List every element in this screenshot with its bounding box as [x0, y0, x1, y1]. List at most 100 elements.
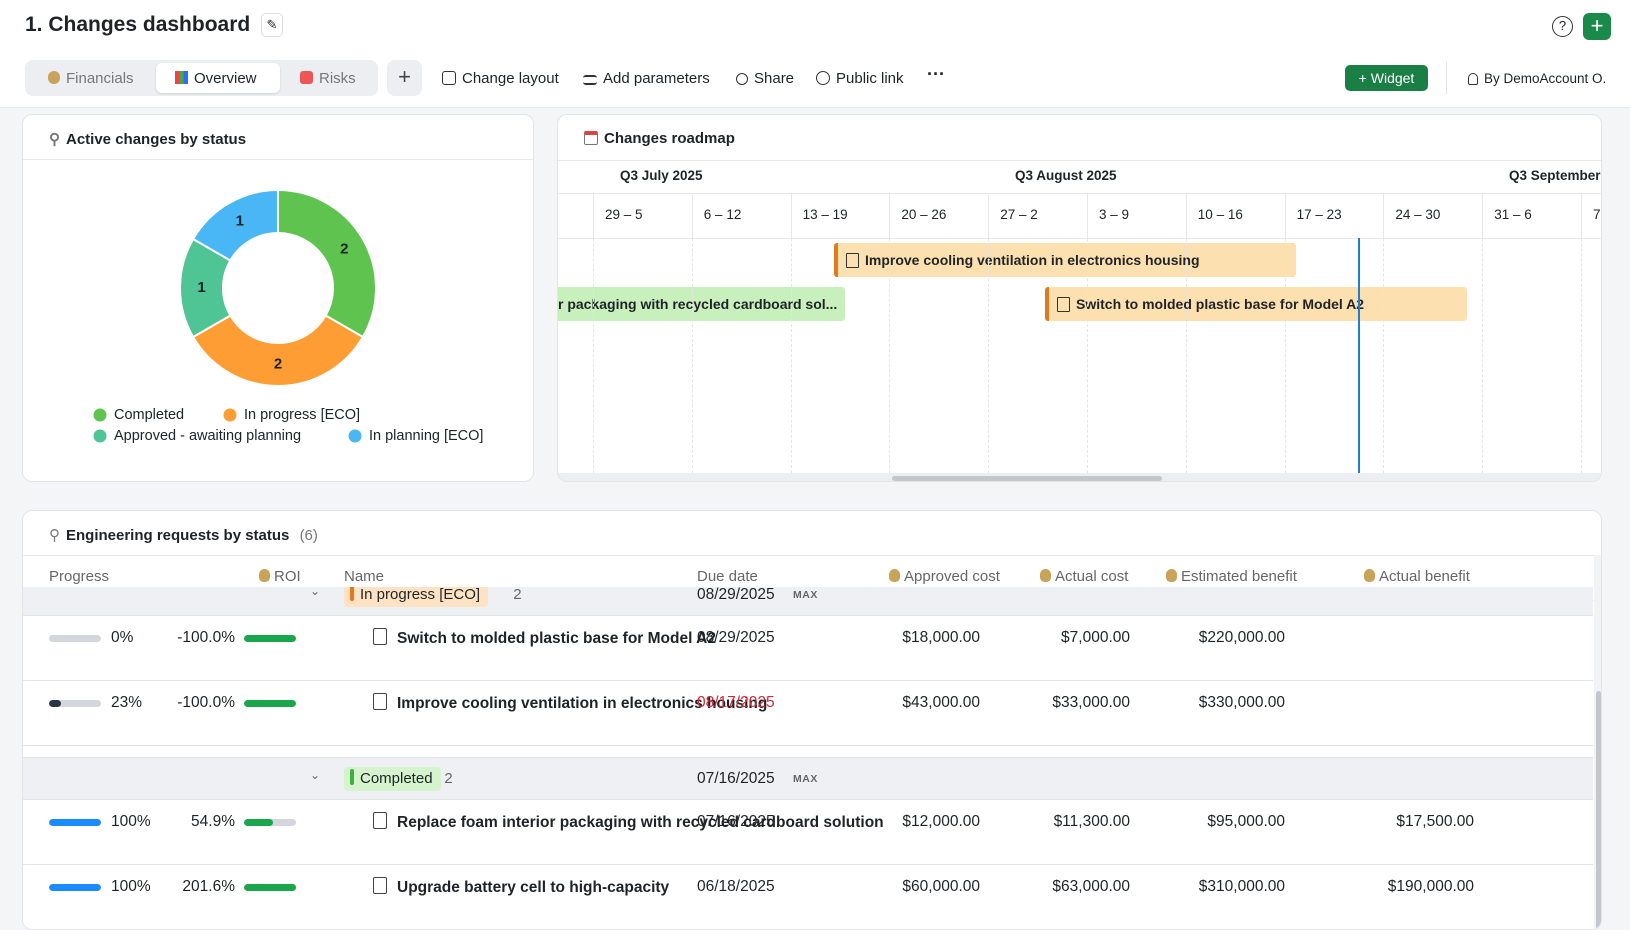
- data-label: 2: [340, 241, 348, 258]
- week-header-line: [889, 193, 890, 238]
- group-count: 2: [513, 587, 521, 603]
- legend-label: Completed: [114, 407, 184, 423]
- item-name[interactable]: Upgrade battery cell to high-capacity: [397, 877, 687, 899]
- column-header: ROI: [259, 568, 301, 585]
- cell-value: -100.0%: [35, 629, 235, 647]
- pin-button[interactable]: ✎: [261, 13, 283, 37]
- icon: [259, 569, 270, 582]
- week-header-line: [1581, 193, 1582, 238]
- bar-label: r packaging with recycled cardboard sol.…: [558, 296, 837, 312]
- cell-value: $330,000.00: [1085, 694, 1285, 712]
- column-label: Name: [344, 568, 384, 585]
- table-row: 0%-100.0%Switch to molded plastic base f…: [23, 616, 1593, 681]
- column-label: Approved cost: [904, 568, 1000, 585]
- roadmap-bar[interactable]: r packaging with recycled cardboard sol.…: [558, 287, 845, 321]
- collapse-toggle[interactable]: ⌄: [310, 768, 320, 782]
- month-label: Q3 July 2025: [620, 168, 703, 183]
- scroll-thumb[interactable]: [892, 476, 1162, 481]
- cell-value: 201.6%: [35, 878, 235, 896]
- account-label: By DemoAccount O.: [1484, 71, 1606, 86]
- toolbar-button[interactable]: Share: [736, 70, 794, 87]
- item-name[interactable]: Switch to molded plastic base for Model …: [397, 628, 687, 650]
- add-tab[interactable]: +: [387, 60, 422, 96]
- doc-icon: [373, 812, 387, 829]
- week-label: 7: [1593, 207, 1601, 222]
- item-name[interactable]: Improve cooling ventilation in electroni…: [397, 693, 687, 715]
- aggregate-label: MAX: [793, 589, 818, 601]
- column-header: Approved cost: [889, 568, 1000, 585]
- due-date: 06/18/2025: [697, 878, 775, 896]
- tab-label: Overview: [194, 70, 257, 87]
- week-header-line: [1383, 193, 1384, 238]
- status-accent: [350, 587, 354, 601]
- page-title: 1. Changes dashboard: [25, 13, 250, 37]
- column-header: Progress: [49, 568, 109, 585]
- week-label: 29 – 5: [605, 207, 643, 222]
- toolbar-button[interactable]: Change layout: [442, 70, 559, 87]
- week-label: 10 – 16: [1198, 207, 1243, 222]
- tab[interactable]: Risks: [300, 70, 356, 87]
- item-name[interactable]: Replace foam interior packaging with rec…: [397, 812, 687, 834]
- roi-bar: [244, 819, 273, 826]
- title-text: Changes roadmap: [604, 130, 735, 147]
- cell-value: -100.0%: [35, 694, 235, 712]
- donut-slice: [278, 190, 376, 337]
- column-header: Actual benefit: [1364, 568, 1470, 585]
- toolbar-label: Add parameters: [603, 70, 710, 87]
- title-text: Engineering requests by status: [66, 527, 289, 544]
- doc-icon: [373, 628, 387, 645]
- week-header-line: [1186, 193, 1187, 238]
- due-date: 08/17/2025: [697, 694, 775, 712]
- data-label: 1: [236, 213, 244, 230]
- toolbar-button[interactable]: Public link: [816, 70, 904, 87]
- week-label: 20 – 26: [901, 207, 946, 222]
- month-label: Q3 September: [1509, 168, 1601, 183]
- column-header: Actual cost: [1040, 568, 1128, 585]
- column-label: Due date: [697, 568, 758, 585]
- group-row: ⌄Completed207/16/2025MAX: [23, 757, 1593, 800]
- group-count: 2: [444, 770, 452, 787]
- bar-label: Improve cooling ventilation in electroni…: [865, 252, 1200, 268]
- more-button[interactable]: ···: [927, 64, 945, 85]
- add-button[interactable]: +: [1583, 13, 1611, 40]
- column-header: Due date: [697, 568, 758, 585]
- roadmap-bar[interactable]: Switch to molded plastic base for Model …: [1045, 287, 1467, 321]
- cell-value: $95,000.00: [1085, 813, 1285, 831]
- week-header-line: [791, 193, 792, 238]
- tab[interactable]: Financials: [48, 70, 134, 87]
- week-header-line: [593, 193, 594, 238]
- group-row: ⌄In progress [ECO]208/29/2025MAX: [23, 587, 1593, 616]
- bar-label: Switch to molded plastic base for Model …: [1076, 296, 1364, 312]
- status-accent: [350, 769, 354, 785]
- icon: [1364, 569, 1375, 582]
- divider: [558, 160, 1602, 161]
- divider: [23, 555, 1602, 556]
- tab[interactable]: Overview: [175, 70, 257, 87]
- week-label: 3 – 9: [1099, 207, 1129, 222]
- scroll-thumb[interactable]: [1596, 691, 1601, 930]
- widget-button[interactable]: + Widget: [1345, 65, 1428, 91]
- icon: [889, 569, 900, 582]
- icon: [442, 71, 456, 85]
- account[interactable]: By DemoAccount O.: [1468, 71, 1606, 86]
- status-badge: Completed: [344, 767, 441, 791]
- collapse-toggle[interactable]: ⌄: [310, 587, 320, 598]
- legend-label: In planning [ECO]: [369, 428, 483, 444]
- week-header-line: [988, 193, 989, 238]
- roadmap-bar[interactable]: Improve cooling ventilation in electroni…: [834, 243, 1296, 277]
- doc-icon: [373, 693, 387, 710]
- data-label: 1: [197, 279, 205, 296]
- donut-slice: [193, 316, 363, 386]
- roi-track: [244, 700, 296, 707]
- icon: [736, 73, 748, 85]
- due-date: 07/16/2025: [697, 813, 775, 831]
- roi-bar: [244, 700, 296, 707]
- roi-track: [244, 635, 296, 642]
- today-line: [1358, 238, 1360, 474]
- legend-label: In progress [ECO]: [244, 407, 360, 423]
- toolbar-button[interactable]: Add parameters: [583, 70, 710, 87]
- table-row: 100%201.6%Upgrade battery cell to high-c…: [23, 865, 1593, 930]
- help-button[interactable]: ?: [1552, 16, 1573, 37]
- table-card: ⚲Engineering requests by status (6) ⌄In …: [22, 510, 1602, 930]
